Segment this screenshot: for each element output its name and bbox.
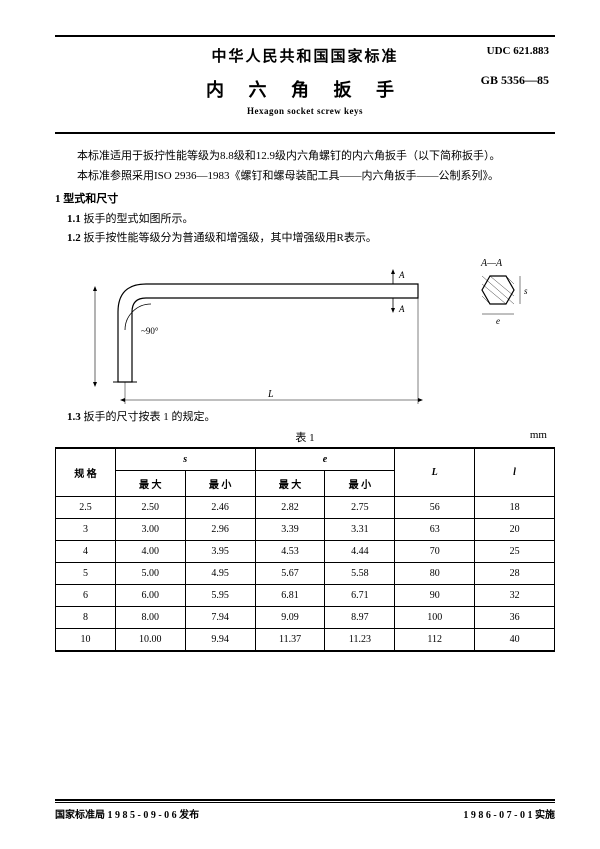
gb-code: GB 5356—85 [481,73,549,88]
table-cell: 28 [475,562,555,584]
table-cell: 63 [395,518,475,540]
sub-1-3-num: 1.3 [67,411,81,423]
table-row: 1010.009.9411.3711.2311240 [56,628,555,651]
th-e-max: 最 大 [255,470,325,496]
country-standard-label: 中华人民共和国国家标准 [55,45,555,66]
table-cell: 4.53 [255,540,325,562]
table-cell: 3 [56,518,116,540]
sub-1-1-text: 扳手的型式如图所示。 [84,213,194,225]
table-cell: 6.71 [325,584,395,606]
angle-label: ~90° [141,326,159,336]
table-cell: 40 [475,628,555,651]
th-l: l [475,448,555,497]
table-cell: 4.95 [185,562,255,584]
table-cell: 6 [56,584,116,606]
table-row: 2.52.502.462.822.755618 [56,496,555,518]
table-cell: 112 [395,628,475,651]
table-cell: 2.75 [325,496,395,518]
sub-1-2-text: 扳手按性能等级分为普通级和增强级，其中增强级用R表示。 [84,232,377,244]
th-s: s [115,448,255,471]
table-cell: 36 [475,606,555,628]
section-aa-label: A—A [480,258,503,269]
udc-code: UDC 621.883 [487,45,549,57]
table-cell: 7.94 [185,606,255,628]
table-cell: 11.37 [255,628,325,651]
section-1-heading: 1 型式和尺寸 [55,191,555,209]
hex-key-figure: ~90° A A L A—A [73,252,555,407]
sub-1-2-num: 1.2 [67,232,81,244]
table-cell: 9.09 [255,606,325,628]
th-spec: 规 格 [56,448,116,497]
table-cell: 20 [475,518,555,540]
table-cell: 10.00 [115,628,185,651]
body-text-block: 本标准适用于扳拧性能等级为8.8级和12.9级内六角螺钉的内六角扳手（以下简称扳… [55,148,555,248]
table-row: 44.003.954.534.447025 [56,540,555,562]
table-cell: 6.00 [115,584,185,606]
footer-effective-date: 1 9 8 6 - 0 7 - 0 1 实施 [463,806,555,821]
table-cell: 18 [475,496,555,518]
table-unit: mm [530,429,547,441]
table-cell: 100 [395,606,475,628]
table-cell: 10 [56,628,116,651]
table-cell: 8 [56,606,116,628]
table-cell: 3.00 [115,518,185,540]
table-row: 55.004.955.675.588028 [56,562,555,584]
th-s-max: 最 大 [115,470,185,496]
table-cell: 2.46 [185,496,255,518]
table-cell: 5 [56,562,116,584]
table-cell: 56 [395,496,475,518]
table-cell: 4.44 [325,540,395,562]
th-s-min: 最 小 [185,470,255,496]
table-cell: 2.82 [255,496,325,518]
dim-s-label: s [524,286,528,296]
table-cell: 25 [475,540,555,562]
th-L: L [395,448,475,497]
footer-issue-date: 国家标准局 1 9 8 5 - 0 9 - 0 6 发布 [55,806,199,821]
table-cell: 5.95 [185,584,255,606]
header-block: 中华人民共和国国家标准 UDC 621.883 GB 5356—85 内 六 角… [55,35,555,134]
table-cell: 2.5 [56,496,116,518]
sub-1-3-text: 扳手的尺寸按表 1 的规定。 [84,411,216,423]
table-cell: 80 [395,562,475,584]
table-cell: 90 [395,584,475,606]
th-e: e [255,448,395,471]
table-cell: 5.00 [115,562,185,584]
table-cell: 5.67 [255,562,325,584]
section-a-top: A [398,270,405,280]
sub-1-1-num: 1.1 [67,213,81,225]
table-cell: 9.94 [185,628,255,651]
table-cell: 11.23 [325,628,395,651]
table-cell: 3.39 [255,518,325,540]
table-cell: 2.96 [185,518,255,540]
dim-L-label: L [267,389,274,400]
table-cell: 8.97 [325,606,395,628]
footer-block: 国家标准局 1 9 8 5 - 0 9 - 0 6 发布 1 9 8 6 - 0… [55,799,555,821]
table-title-row: 表 1 mm [55,429,555,445]
table-cell: 2.50 [115,496,185,518]
dimensions-table: 规 格 s e L l 最 大 最 小 最 大 最 小 2.52.502.462… [55,447,555,652]
intro-para-2: 本标准参照采用ISO 2936—1983《螺钉和螺母装配工具——内六角扳手——公… [55,168,555,186]
intro-para-1: 本标准适用于扳拧性能等级为8.8级和12.9级内六角螺钉的内六角扳手（以下简称扳… [55,148,555,166]
table-cell: 6.81 [255,584,325,606]
table-title: 表 1 [295,432,314,444]
th-e-min: 最 小 [325,470,395,496]
table-cell: 32 [475,584,555,606]
section-a-bottom: A [398,304,405,314]
table-cell: 5.58 [325,562,395,584]
table-cell: 4.00 [115,540,185,562]
table-cell: 3.95 [185,540,255,562]
table-row: 66.005.956.816.719032 [56,584,555,606]
table-cell: 4 [56,540,116,562]
table-row: 33.002.963.393.316320 [56,518,555,540]
dim-e-label: e [496,316,500,326]
table-cell: 70 [395,540,475,562]
title-english: Hexagon socket screw keys [55,106,555,116]
table-row: 88.007.949.098.9710036 [56,606,555,628]
table-cell: 3.31 [325,518,395,540]
table-cell: 8.00 [115,606,185,628]
